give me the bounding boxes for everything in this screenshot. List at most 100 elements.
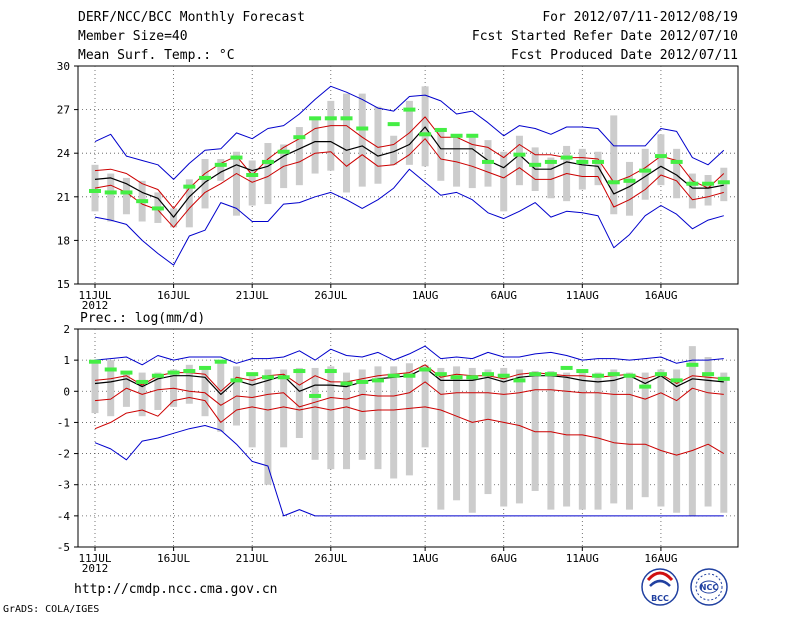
temp-ytick-label: 18 <box>57 234 70 247</box>
temp-climatology-mark <box>309 116 322 121</box>
prec-spread-box <box>484 369 492 495</box>
prec-spread-box <box>295 367 303 438</box>
prec-climatology-mark <box>246 372 259 377</box>
prec-ytick-label: -5 <box>57 541 70 554</box>
prec-ytick-label: 0 <box>63 385 70 398</box>
temp-spread-box <box>421 86 429 167</box>
temp-climatology-mark <box>89 188 101 193</box>
temp-ytick-label: 27 <box>57 104 70 117</box>
temp-climatology-mark <box>340 116 353 121</box>
prec-spread-box <box>468 367 476 513</box>
temp-spread-box <box>673 148 681 199</box>
temp-spread-box <box>295 127 303 186</box>
temp-spread-box <box>688 173 696 209</box>
temp-spread-box <box>248 160 256 206</box>
prec-frame <box>77 328 739 548</box>
prec-spread-box <box>421 364 429 448</box>
prec-climatology-mark <box>167 370 180 375</box>
prec-climatology-mark <box>482 372 494 377</box>
prec-ytick-label: -2 <box>57 448 70 461</box>
prec-spread-box <box>437 367 445 510</box>
temp-spread-box <box>625 161 633 216</box>
produced-date: Fcst Produced Date 2012/07/11 <box>511 48 738 63</box>
temp-climatology-mark <box>717 180 730 185</box>
temp-spread-box <box>437 129 445 181</box>
prec-climatology-mark <box>419 367 432 372</box>
prec-climatology-mark <box>214 359 227 364</box>
prec-climatology-mark <box>560 365 573 370</box>
temp-xtick-label: 11JUL <box>78 289 111 302</box>
prec-xtick-label: 16JUL <box>157 552 190 565</box>
temp-ytick-label: 15 <box>57 278 70 291</box>
temp-climatology-mark <box>183 184 196 189</box>
prec-panel-label: Prec.: log(mm/d) <box>80 311 205 326</box>
source-url[interactable]: http://cmdp.ncc.cma.gov.cn <box>74 582 278 597</box>
temp-spread-box <box>358 93 366 187</box>
temp-climatology-mark <box>419 132 432 137</box>
temp-spread-box <box>704 175 712 206</box>
temp-climatology-mark <box>293 135 306 140</box>
prec-spread-box <box>720 372 728 513</box>
temp-climatology-mark <box>246 173 259 177</box>
prec-spread-box <box>201 367 209 417</box>
prec-spread-box <box>343 372 351 470</box>
temp-spread-box <box>500 151 508 212</box>
temp-climatology-mark <box>513 152 526 157</box>
prec-climatology-mark <box>371 378 384 383</box>
prec-spread-box <box>374 366 382 470</box>
prec-ytick-label: -4 <box>57 510 71 523</box>
temp-climatology-mark <box>450 133 463 138</box>
temp-spread-box <box>610 115 618 215</box>
prec-climatology-mark <box>199 365 212 370</box>
temp-climatology-mark <box>592 159 605 164</box>
temp-climatology-mark <box>544 159 557 164</box>
prec-climatology-mark <box>639 384 652 389</box>
grads-credit: GrADS: COLA/IGES <box>3 604 100 615</box>
temp-climatology-mark <box>466 133 479 138</box>
prec-spread-box <box>547 371 555 510</box>
temp-climatology-mark <box>230 155 243 160</box>
temp-climatology-mark <box>356 126 369 131</box>
prec-ytick-label: 1 <box>63 354 70 367</box>
temp-spread-box <box>720 167 728 202</box>
prec-spread-box <box>500 367 508 507</box>
prec-climatology-mark <box>592 373 605 378</box>
prec-spread-box <box>280 369 288 448</box>
prec-spread-box <box>515 369 523 504</box>
prec-climatology-mark <box>654 372 667 377</box>
refer-date: Fcst Started Refer Date 2012/07/10 <box>471 29 738 44</box>
temp-p25-line <box>94 138 724 228</box>
temp-xtick-label: 16AUG <box>644 289 677 302</box>
prec-spread-box <box>264 369 272 485</box>
temp-spread-box <box>515 135 523 186</box>
prec-climatology-mark <box>576 369 589 374</box>
prec-xtick-label: 11AUG <box>566 552 599 565</box>
prec-p10-line <box>94 397 725 456</box>
prec-spread-box <box>327 366 335 470</box>
temp-climatology-mark <box>576 159 589 164</box>
temp-spread-box <box>578 148 586 190</box>
prec-xtick-label: 6AUG <box>490 552 517 565</box>
prec-spread-box <box>563 372 571 507</box>
temp-frame <box>77 65 739 285</box>
temp-climatology-mark <box>104 190 117 195</box>
temp-climatology-mark <box>261 159 274 164</box>
prec-climatology-mark <box>183 369 196 374</box>
prec-spread-box <box>390 366 398 479</box>
prec-spread-box <box>358 369 366 460</box>
temp-xtick-year: 2012 <box>82 299 109 312</box>
temp-spread-box <box>185 179 193 228</box>
prec-ytick-label: -1 <box>57 416 70 429</box>
prec-spread-box <box>185 364 193 404</box>
temp-climatology-mark <box>482 159 494 164</box>
prec-climatology-mark <box>686 362 699 367</box>
prec-xtick-label: 16AUG <box>644 552 677 565</box>
forecast-period: For 2012/07/11-2012/08/19 <box>542 10 738 25</box>
temp-mean-line <box>94 126 724 218</box>
prec-climatology-mark <box>607 372 620 377</box>
temp-climatology-mark <box>387 122 400 127</box>
prec-xtick-label: 11JUL <box>78 552 111 565</box>
temp-climatology-mark <box>560 155 573 160</box>
